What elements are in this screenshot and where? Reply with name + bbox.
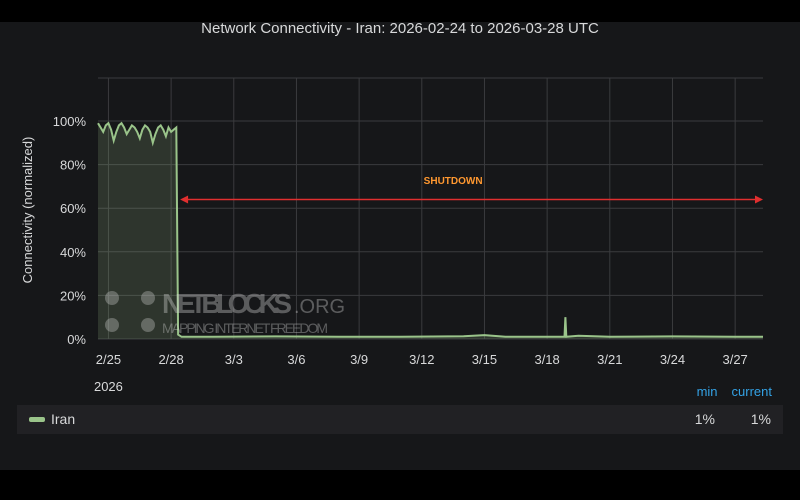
logo-node [141,291,155,305]
x-tick-label: 3/18 [534,352,559,367]
series-area-iran [98,123,763,339]
legend-row-iran[interactable]: Iran 1% 1% [17,405,783,434]
x-tick-label: 3/24 [660,352,685,367]
legend-col-current[interactable]: current [731,384,772,399]
arrow-head-left [180,195,189,204]
y-tick-label: 100% [53,114,87,129]
legend-col-min[interactable]: min [696,384,718,399]
logo-text: NETBLOCKS [162,288,292,319]
x-tick-label: 2/28 [158,352,183,367]
logo-tagline: MAPPING INTERNET FREEDOM [162,320,328,336]
chart-panel [0,22,800,470]
legend-current-value: 1% [750,411,771,427]
y-tick-label: 20% [60,288,86,303]
x-tick-label: 3/21 [597,352,622,367]
y-tick-label: 40% [60,245,86,260]
series-line-iran [97,121,763,338]
logo-node [105,318,119,332]
legend-min-value: 1% [694,411,715,427]
x-tick-label: 3/15 [472,352,497,367]
x-tick-label: 2/25 [96,352,121,367]
y-tick-label: 60% [60,201,86,216]
shutdown-label: SHUTDOWN [424,176,483,187]
legend-swatch [29,417,45,422]
x-tick-sublabel: 2026 [94,379,123,394]
y-tick-label: 0% [67,332,86,347]
y-tick-label: 80% [60,158,86,173]
x-tick-label: 3/9 [350,352,368,367]
x-tick-label: 3/12 [409,352,434,367]
x-tick-label: 3/3 [225,352,243,367]
x-tick-label: 3/27 [722,352,747,367]
y-axis-label: Connectivity (normalized) [20,137,35,284]
arrow-head-right [755,195,763,204]
logo-node [105,291,119,305]
legend-series-name[interactable]: Iran [51,411,76,427]
chart-title: Network Connectivity - Iran: 2026-02-24 … [201,20,599,37]
netblocks-watermark: NETBLOCKS .ORG MAPPING INTERNET FREEDOM [105,288,345,336]
logo-node [141,318,155,332]
logo-suffix: .ORG [294,296,345,318]
legend-header: min current [683,384,772,399]
x-tick-label: 3/6 [287,352,305,367]
